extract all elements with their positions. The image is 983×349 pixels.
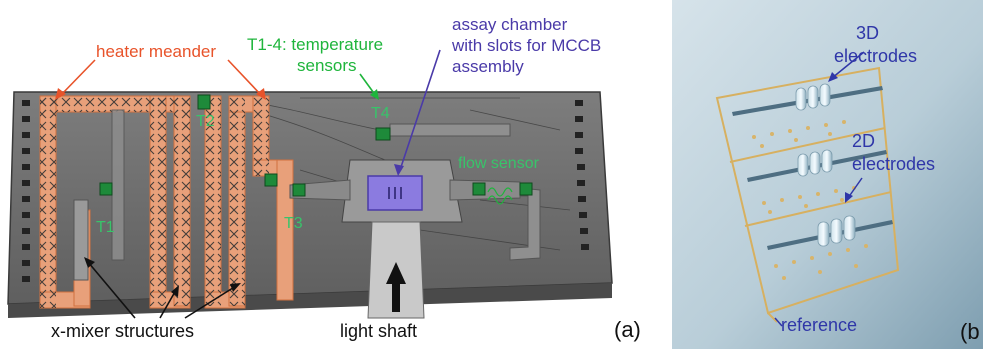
left-contact-pads <box>22 100 30 282</box>
chip-side-face <box>8 283 612 318</box>
right-contact-pads <box>575 100 589 250</box>
flow-sensor-element <box>487 187 513 205</box>
light-shaft-arrow <box>386 262 406 312</box>
t4-label: T4 <box>371 105 390 122</box>
photo-background <box>672 0 983 349</box>
x-mixer-label: x-mixer structures <box>51 321 195 341</box>
electrode-chip-photo <box>672 0 983 349</box>
top-channel <box>389 123 511 137</box>
t1-label: T1 <box>96 219 115 236</box>
t2-label: T2 <box>196 113 215 130</box>
assay-chamber-label-line3: assembly <box>452 57 524 76</box>
panel-b-arrows <box>774 51 865 327</box>
x-mixer-channel <box>73 199 89 281</box>
heater-meander-label: heater meander <box>96 42 217 61</box>
reference-label: reference <box>781 315 858 335</box>
2d-electrodes-label-line2: electrodes <box>852 154 936 174</box>
grey-channel-left <box>111 109 125 261</box>
chip-diagram <box>7 49 613 319</box>
temperature-sensors-label-line1: T1-4: temperature <box>247 35 384 54</box>
3d-electrodes-label-line2: electrodes <box>834 46 918 66</box>
temperature-sensors-label-line2: sensors <box>297 56 357 75</box>
panel-b-letter: (b <box>960 319 980 344</box>
annotation-arrows <box>55 49 441 319</box>
mccb-slots <box>388 187 402 199</box>
flow-sensor-label: flow sensor <box>458 155 539 172</box>
3d-electrodes-label-line1: 3D <box>856 23 880 43</box>
2d-electrodes-label-line1: 2D <box>852 131 876 151</box>
heater-x-marks <box>40 96 269 308</box>
assay-chamber-label-line2: with slots for MCCB <box>452 36 602 55</box>
assay-chamber-label-line1: assay chamber <box>452 15 568 34</box>
right-l-channel <box>509 187 541 261</box>
t3-label: T3 <box>284 215 303 232</box>
gold-electrode-frame <box>715 66 900 323</box>
sensor-pads <box>99 94 533 197</box>
3d-electrode-posts <box>795 83 856 247</box>
2d-electrode-dots <box>752 120 868 280</box>
light-shaft-label: light shaft <box>340 321 418 341</box>
panel-a-letter: (a) <box>614 317 641 342</box>
